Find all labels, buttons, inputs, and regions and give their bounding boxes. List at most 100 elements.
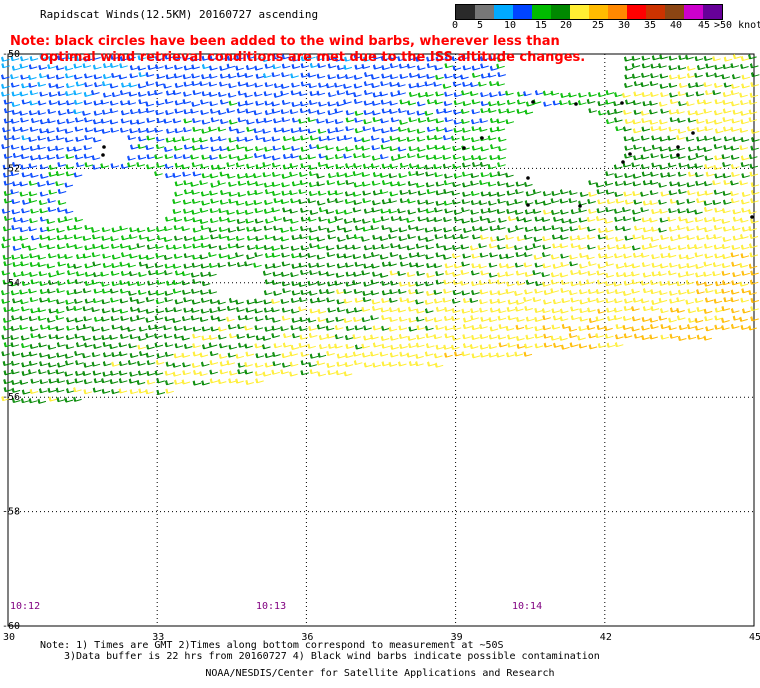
wind-barb bbox=[578, 217, 588, 223]
wind-barb bbox=[291, 181, 301, 187]
wind-barb bbox=[227, 243, 237, 249]
wind-barb bbox=[271, 162, 281, 168]
wind-barb bbox=[444, 117, 454, 123]
wind-barb bbox=[2, 127, 11, 133]
wind-barb bbox=[172, 118, 182, 124]
wind-barb bbox=[192, 236, 202, 242]
wind-barb bbox=[442, 163, 452, 169]
wind-barb bbox=[55, 65, 65, 71]
wind-barb bbox=[703, 146, 712, 152]
wind-barb bbox=[291, 263, 301, 269]
wind-barb bbox=[606, 199, 616, 205]
wind-barb bbox=[190, 154, 199, 160]
wind-barb bbox=[739, 217, 749, 223]
wind-barb bbox=[101, 281, 110, 287]
wind-barb bbox=[191, 73, 200, 79]
wind-barb bbox=[425, 182, 435, 188]
wind-barb bbox=[497, 162, 506, 168]
wind-barb bbox=[460, 108, 470, 114]
wind-barb bbox=[47, 108, 56, 114]
lon-tick-label: 30 bbox=[3, 632, 15, 643]
wind-barb bbox=[496, 191, 506, 197]
wind-barb bbox=[687, 117, 697, 123]
wind-barb bbox=[659, 208, 668, 214]
wind-barb bbox=[659, 217, 669, 223]
wind-barb bbox=[703, 227, 713, 233]
wind-barb bbox=[76, 254, 85, 260]
wind-barb bbox=[686, 208, 695, 214]
wind-barb bbox=[183, 65, 193, 71]
contamination-circle bbox=[676, 153, 680, 157]
wind-barb bbox=[534, 262, 544, 268]
wind-barb bbox=[174, 108, 184, 114]
wind-barb bbox=[632, 216, 642, 222]
wind-barb bbox=[730, 90, 740, 96]
wind-barb bbox=[155, 269, 165, 276]
wind-barb bbox=[694, 72, 703, 78]
wind-barb bbox=[714, 173, 723, 179]
wind-barb bbox=[660, 191, 670, 197]
wind-barb bbox=[102, 109, 111, 115]
wind-barb bbox=[452, 65, 462, 71]
wind-barb bbox=[694, 56, 704, 62]
wind-barb bbox=[12, 272, 22, 278]
wind-barb bbox=[316, 236, 326, 242]
wind-barb bbox=[3, 153, 13, 159]
wind-barb bbox=[308, 171, 318, 177]
wind-barb bbox=[615, 263, 625, 269]
wind-barb bbox=[668, 82, 678, 88]
wind-barb bbox=[497, 136, 507, 142]
wind-barb bbox=[696, 235, 705, 241]
wind-barb bbox=[534, 90, 544, 96]
wind-barb bbox=[289, 162, 299, 169]
wind-barb bbox=[723, 144, 732, 150]
wind-barb bbox=[452, 73, 462, 79]
wind-barb bbox=[335, 272, 345, 278]
wind-barb bbox=[345, 110, 355, 116]
wind-barb bbox=[453, 226, 462, 232]
wind-barb bbox=[712, 89, 721, 96]
footnote-line-2: 3)Data buffer is 22 hrs from 20160727 4)… bbox=[64, 651, 600, 662]
wind-barb bbox=[55, 145, 64, 151]
wind-barb bbox=[597, 199, 606, 205]
wind-barb bbox=[210, 117, 220, 123]
wind-barb bbox=[424, 281, 434, 287]
wind-barb bbox=[147, 90, 156, 96]
wind-barb bbox=[192, 171, 202, 177]
wind-barb bbox=[73, 90, 82, 96]
wind-barb bbox=[218, 226, 228, 232]
wind-barb bbox=[497, 154, 506, 160]
wind-barb bbox=[64, 65, 74, 71]
wind-barb bbox=[353, 153, 362, 159]
wind-barb bbox=[262, 153, 272, 160]
wind-barb bbox=[336, 244, 346, 250]
wind-barb bbox=[407, 127, 416, 133]
wind-barb bbox=[2, 172, 12, 178]
wind-barb bbox=[415, 170, 425, 176]
wind-barb bbox=[208, 262, 218, 268]
wind-barb bbox=[505, 119, 515, 125]
lon-tick-label: 45 bbox=[749, 632, 760, 643]
wind-barb bbox=[595, 215, 605, 222]
wind-barb bbox=[649, 109, 658, 115]
wind-barb bbox=[452, 181, 461, 187]
wind-barb bbox=[290, 90, 300, 96]
wind-barb bbox=[370, 135, 380, 141]
wind-barb bbox=[624, 235, 634, 241]
wind-barb bbox=[372, 116, 382, 123]
wind-barb bbox=[614, 173, 623, 179]
wind-barb bbox=[137, 143, 147, 149]
wind-barb bbox=[334, 108, 343, 114]
wind-barb bbox=[472, 234, 481, 240]
wind-barb bbox=[101, 227, 111, 233]
wind-barb bbox=[640, 110, 650, 116]
wind-barb bbox=[714, 64, 723, 70]
wind-barb bbox=[253, 91, 263, 97]
wind-barb bbox=[749, 233, 759, 239]
wind-barb bbox=[219, 55, 229, 61]
wind-barb bbox=[597, 110, 607, 116]
wind-barb bbox=[444, 173, 453, 179]
wind-barb bbox=[362, 56, 372, 62]
wind-barb bbox=[560, 253, 569, 259]
wind-barb bbox=[478, 263, 487, 269]
